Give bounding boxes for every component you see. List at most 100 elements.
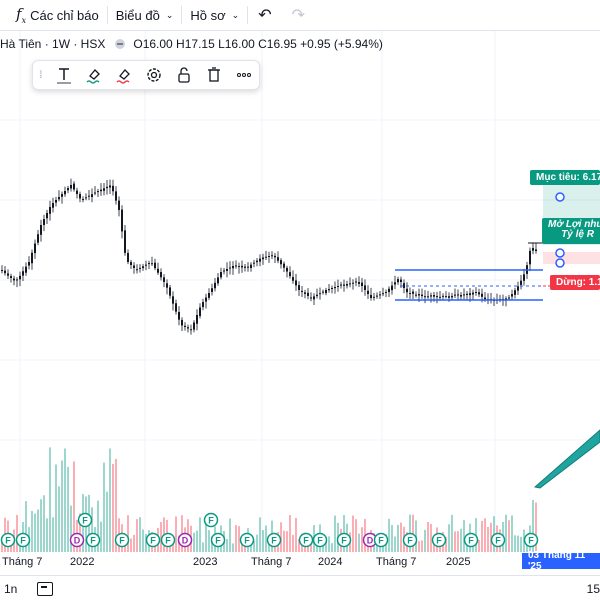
timeframe-button[interactable]: 1n bbox=[4, 581, 18, 596]
candle-body bbox=[79, 193, 81, 199]
volume-bar bbox=[127, 515, 129, 552]
candle-body bbox=[301, 290, 303, 292]
stop-label[interactable]: Dừng: 1.11 bbox=[550, 275, 600, 290]
target-label[interactable]: Mục tiêu: 6.17 bbox=[530, 170, 600, 185]
event-marker-circle bbox=[114, 532, 130, 548]
volume-bar bbox=[430, 523, 432, 552]
event-marker-circle bbox=[85, 532, 101, 548]
text-tool-button[interactable] bbox=[49, 61, 79, 89]
volume-bar bbox=[424, 529, 426, 552]
candle-body bbox=[316, 294, 318, 297]
volume-bar bbox=[325, 537, 327, 552]
profile-menu-button[interactable]: Hồ sơ ⌄ bbox=[182, 0, 247, 30]
candle-body bbox=[190, 329, 192, 331]
candle-body bbox=[55, 200, 57, 203]
lock-button[interactable] bbox=[169, 61, 199, 89]
volume-bar bbox=[193, 532, 195, 552]
candle-body bbox=[349, 283, 351, 285]
candle-body bbox=[289, 272, 291, 277]
indicators-button[interactable]: fx Các chỉ báo bbox=[0, 0, 107, 30]
candle-body bbox=[409, 293, 411, 295]
line-color-icon bbox=[86, 69, 100, 84]
candle-body bbox=[4, 270, 6, 274]
settings-button[interactable] bbox=[139, 61, 169, 89]
time-axis[interactable]: Tháng 7 2022 2023 Tháng 7 2024 Tháng 7 2… bbox=[0, 553, 600, 569]
candle-body bbox=[385, 292, 387, 293]
settings-icon bbox=[147, 68, 161, 82]
chart-menu-button[interactable]: Biểu đồ ⌄ bbox=[108, 0, 182, 30]
event-marker-label: F bbox=[82, 516, 88, 526]
symbol-title[interactable]: Hà Tiên · 1W · HSX bbox=[0, 37, 106, 51]
candle-body bbox=[199, 307, 201, 317]
candle-body bbox=[250, 264, 252, 268]
volume-bar bbox=[421, 540, 423, 552]
volume-bar bbox=[250, 541, 252, 552]
fill-color-button[interactable] bbox=[109, 61, 139, 89]
candle-body bbox=[430, 295, 432, 297]
candle-body bbox=[277, 257, 279, 261]
candle-body bbox=[319, 293, 321, 295]
time-axis-label: 2023 bbox=[193, 556, 218, 568]
volume-bar bbox=[97, 500, 99, 552]
profile-menu-label: Hồ sơ bbox=[190, 7, 226, 23]
candle-body bbox=[442, 295, 444, 297]
chart-grid bbox=[0, 30, 600, 553]
candle-body bbox=[424, 296, 426, 298]
volume-bar bbox=[355, 519, 357, 552]
candle-body bbox=[121, 209, 123, 232]
candle-body bbox=[169, 287, 171, 296]
event-marker-label: F bbox=[317, 536, 323, 546]
delete-button[interactable] bbox=[199, 61, 229, 89]
event-marker-label: F bbox=[208, 516, 214, 526]
volume-bar bbox=[106, 491, 108, 552]
candle-body bbox=[532, 248, 534, 251]
candle-body bbox=[382, 293, 384, 295]
candle-body bbox=[112, 185, 114, 192]
redo-button[interactable]: ↷ bbox=[282, 0, 315, 30]
event-marker: F bbox=[145, 532, 161, 548]
calendar-icon[interactable] bbox=[37, 581, 54, 596]
candle-body bbox=[346, 284, 348, 286]
volume-bar bbox=[115, 458, 117, 552]
event-marker-label: D bbox=[182, 536, 189, 546]
line-color-button[interactable] bbox=[79, 61, 109, 89]
candle-body bbox=[397, 279, 399, 283]
volume-bar bbox=[298, 538, 300, 552]
volume-bar bbox=[235, 525, 237, 552]
undo-button[interactable]: ↶ bbox=[248, 0, 281, 30]
candle-body bbox=[394, 282, 396, 285]
candle-body bbox=[241, 265, 243, 268]
candle-body bbox=[364, 285, 366, 290]
candle-body bbox=[460, 295, 462, 297]
candle-body bbox=[511, 294, 513, 297]
event-marker: F bbox=[312, 532, 328, 548]
volume-bar bbox=[448, 524, 450, 552]
more-button[interactable] bbox=[229, 61, 259, 89]
candle-body bbox=[388, 288, 390, 293]
volume-bar bbox=[241, 543, 243, 552]
volume-bar bbox=[91, 507, 93, 552]
candle-body bbox=[22, 271, 24, 276]
event-marker-circle bbox=[402, 532, 418, 548]
candle-body bbox=[154, 262, 156, 269]
candle-body bbox=[298, 285, 300, 290]
volume-bar bbox=[142, 529, 144, 552]
candle-body bbox=[271, 255, 273, 257]
volume-bar bbox=[208, 530, 210, 552]
event-marker-label: F bbox=[407, 536, 413, 546]
volume-bar bbox=[358, 533, 360, 552]
volume-bar bbox=[334, 515, 336, 552]
volume-bar bbox=[454, 531, 456, 552]
event-marker: F bbox=[203, 512, 219, 528]
open-pl-label[interactable]: Mở Lợi nhuậ Tỷ lệ R bbox=[542, 218, 600, 244]
candle-body bbox=[361, 282, 363, 286]
volume-bar bbox=[289, 515, 291, 552]
volume-bar bbox=[43, 495, 45, 552]
drag-handle-icon[interactable]: ⁞⁞ bbox=[39, 69, 43, 81]
volume-bar bbox=[472, 543, 474, 552]
volume-bar bbox=[484, 518, 486, 552]
volume-bar bbox=[112, 463, 114, 552]
candle-body bbox=[517, 286, 519, 291]
candle-body bbox=[130, 262, 132, 265]
